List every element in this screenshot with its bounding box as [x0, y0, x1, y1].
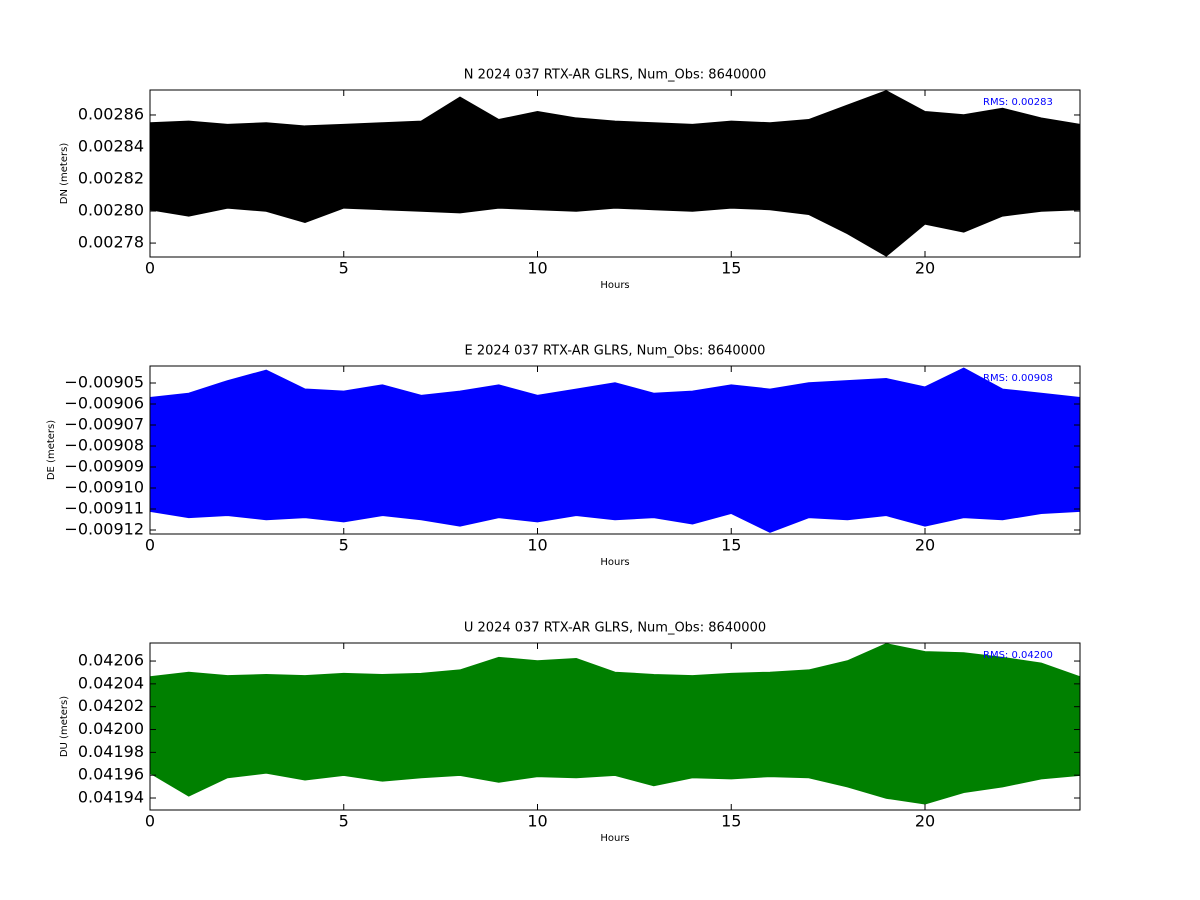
x-tick-label: 15 — [721, 259, 741, 278]
data-band — [150, 90, 1080, 257]
plot-area — [150, 643, 1080, 805]
y-tick-label: 0.00282 — [78, 169, 144, 188]
axes-frame — [149, 365, 1081, 535]
y-tick-label: −0.00912 — [64, 520, 144, 539]
y-tick-label: 0.04200 — [78, 719, 144, 738]
rms-annotation: RMS: 0.00283 — [983, 97, 1053, 108]
plot-area — [150, 90, 1080, 257]
x-tick-label: 0 — [145, 536, 155, 555]
data-band — [150, 643, 1080, 805]
x-tick-label: 0 — [145, 812, 155, 831]
y-tick-label: −0.00905 — [64, 373, 144, 392]
x-tick-label: 5 — [339, 536, 349, 555]
x-tick-label: 20 — [915, 259, 935, 278]
y-axis-label: DU (meters) — [59, 696, 70, 757]
y-tick-label: −0.00908 — [64, 436, 144, 455]
y-tick-label: 0.04198 — [78, 742, 144, 761]
x-tick-label: 15 — [721, 536, 741, 555]
y-tick-label: 0.04194 — [78, 788, 144, 807]
subplot-title: N 2024 037 RTX-AR GLRS, Num_Obs: 8640000 — [464, 68, 766, 83]
x-axis-label: Hours — [600, 833, 629, 844]
y-tick-label: 0.04202 — [78, 696, 144, 715]
y-tick-label: 0.04206 — [78, 651, 144, 670]
subplot-title: U 2024 037 RTX-AR GLRS, Num_Obs: 8640000 — [464, 621, 766, 636]
y-tick-label: 0.00278 — [78, 233, 144, 252]
y-tick-label: 0.04196 — [78, 765, 144, 784]
rms-annotation: RMS: 0.00908 — [983, 373, 1053, 384]
plot-area — [150, 367, 1080, 533]
subplot-title: E 2024 037 RTX-AR GLRS, Num_Obs: 8640000 — [465, 344, 766, 359]
y-axis-label: DE (meters) — [46, 420, 57, 480]
y-axis-label: DN (meters) — [59, 143, 70, 205]
x-tick-label: 15 — [721, 812, 741, 831]
x-tick-label: 5 — [339, 812, 349, 831]
y-tick-label: −0.00906 — [64, 394, 144, 413]
rms-annotation: RMS: 0.04200 — [983, 650, 1053, 661]
data-band — [150, 367, 1080, 533]
x-tick-label: 0 — [145, 259, 155, 278]
y-tick-label: 0.00284 — [78, 137, 144, 156]
axes-frame — [149, 642, 1081, 811]
x-tick-label: 5 — [339, 259, 349, 278]
y-tick-label: −0.00909 — [64, 457, 144, 476]
x-tick-label: 10 — [527, 812, 547, 831]
y-tick-label: −0.00907 — [64, 415, 144, 434]
x-axis-label: Hours — [600, 280, 629, 291]
x-tick-label: 10 — [527, 259, 547, 278]
x-axis-label: Hours — [600, 557, 629, 568]
x-tick-label: 10 — [527, 536, 547, 555]
x-tick-label: 20 — [915, 812, 935, 831]
y-tick-label: 0.00286 — [78, 104, 144, 123]
y-tick-label: −0.00910 — [64, 478, 144, 497]
y-tick-label: 0.04204 — [78, 673, 144, 692]
y-tick-label: −0.00911 — [64, 499, 144, 518]
axes-frame — [149, 89, 1081, 258]
x-tick-label: 20 — [915, 536, 935, 555]
y-tick-label: 0.00280 — [78, 201, 144, 220]
